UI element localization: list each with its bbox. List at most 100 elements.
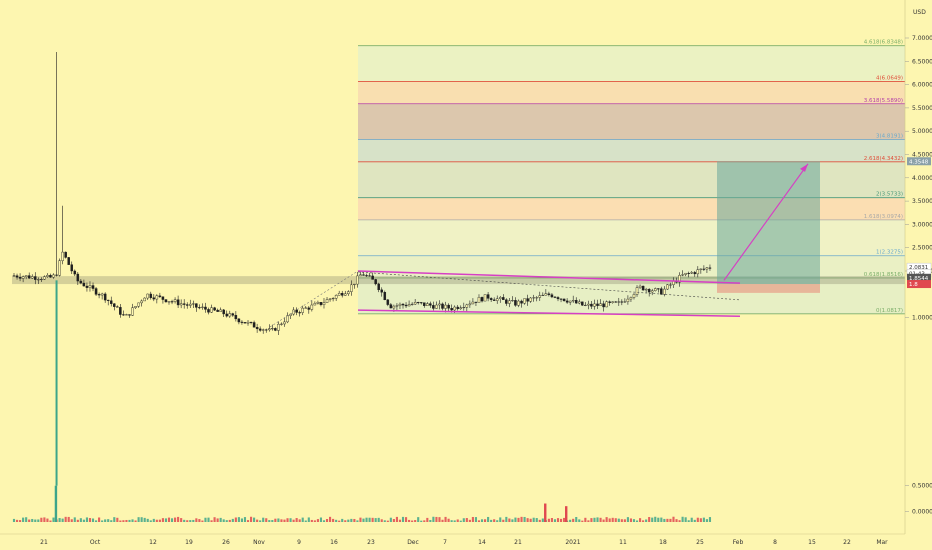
volume-bar [19, 520, 22, 522]
volume-bar [161, 518, 164, 522]
fib-label-0: 0(1.0817) [876, 308, 903, 314]
candle [192, 300, 195, 308]
volume-bar [110, 520, 113, 522]
candle [416, 301, 420, 305]
stop-zone[interactable] [717, 284, 820, 293]
candle-up [617, 301, 621, 303]
volume-bar [645, 519, 648, 522]
candle [538, 291, 542, 301]
candle [708, 264, 712, 271]
candle [82, 279, 86, 287]
candle-down [216, 309, 219, 312]
candle-up [283, 321, 286, 325]
candle [179, 299, 183, 309]
time-axis-tick-label: Oct [90, 539, 101, 546]
candle-down [176, 299, 180, 306]
candle-up [690, 272, 693, 274]
volume-bar [654, 516, 657, 522]
candle [644, 287, 648, 293]
channel-lower-line[interactable] [357, 309, 741, 317]
candle [61, 205, 64, 265]
volume-bar [426, 517, 429, 522]
candle-down [574, 300, 578, 304]
candle [310, 300, 314, 312]
candle-up [705, 267, 709, 270]
candle-up [21, 276, 25, 279]
candle [584, 302, 587, 307]
candle [109, 296, 113, 307]
candle [353, 283, 356, 289]
volume-bar [651, 517, 654, 522]
candle [283, 317, 286, 327]
candle-up [292, 309, 295, 315]
volume-bar [49, 520, 52, 522]
price-axis-tick-label: 2.5000 [912, 245, 932, 252]
candle-up [140, 300, 143, 304]
candle-up [410, 303, 414, 305]
candle-up [30, 276, 34, 279]
time-axis-tick-label: 9 [297, 539, 301, 546]
candle-up [192, 303, 195, 305]
volume-bar [453, 520, 456, 522]
fib-trend-line[interactable] [269, 270, 359, 328]
volume-bar [626, 517, 629, 522]
volume-bar [174, 517, 177, 522]
candle [480, 296, 484, 303]
price-badge-label: 1.8544 [909, 276, 929, 282]
candle-up [444, 304, 447, 309]
fibonacci-extension[interactable] [358, 45, 905, 315]
volume-bar [699, 518, 702, 522]
candle [49, 273, 52, 278]
channel-upper-line[interactable] [357, 270, 741, 284]
volume-bar [186, 520, 189, 522]
candle [52, 273, 55, 279]
trend-drawings[interactable] [269, 163, 809, 328]
candle [24, 275, 28, 280]
volume-bar [584, 517, 587, 522]
volume-bar [672, 516, 675, 522]
price-badge [907, 273, 931, 282]
volume-bar [104, 519, 107, 522]
volume-bar [496, 520, 499, 522]
candle-up [100, 293, 104, 296]
candle-down [149, 293, 153, 298]
candle-up [477, 297, 481, 303]
fib-label-3: 3(4.8191) [876, 134, 903, 140]
candle-up [541, 294, 545, 296]
time-axis[interactable]: 21 Oct 12 19 26 Nov 9 16 23 Dec 7 14 21 2021 11 18 25 Feb… [40, 539, 888, 546]
time-axis-tick-label: 8 [773, 539, 777, 546]
volume-bar [119, 520, 122, 522]
fib-label-2.618: 2.618(4.3432) [864, 156, 903, 162]
candle [113, 303, 116, 311]
candle [131, 303, 134, 317]
projection-arrow[interactable] [723, 163, 809, 281]
candle [571, 295, 575, 303]
candle [173, 297, 177, 304]
fib-band-3.618 [358, 103, 905, 140]
volume-bar [325, 519, 329, 522]
candle [261, 328, 265, 334]
candle-down [368, 275, 371, 277]
volume-bar [295, 518, 298, 522]
candle-down [64, 251, 67, 258]
candle [532, 294, 535, 302]
candle [185, 302, 189, 309]
long-position-tool[interactable] [717, 161, 820, 293]
candle-down [602, 303, 605, 308]
candle-up [653, 288, 657, 291]
volume-bar [231, 518, 234, 522]
candle [395, 303, 399, 311]
volume-bar [265, 518, 268, 522]
candle [195, 303, 198, 312]
candle [632, 292, 636, 300]
volume-spike [54, 485, 58, 522]
candle-up [134, 306, 137, 308]
candle-down [73, 270, 77, 275]
candle [426, 302, 429, 306]
profit-zone[interactable] [717, 161, 820, 285]
price-axis-tick-label: 3.5000 [912, 198, 932, 205]
candle [702, 265, 706, 272]
candle-up [599, 303, 602, 306]
candle [46, 273, 49, 278]
